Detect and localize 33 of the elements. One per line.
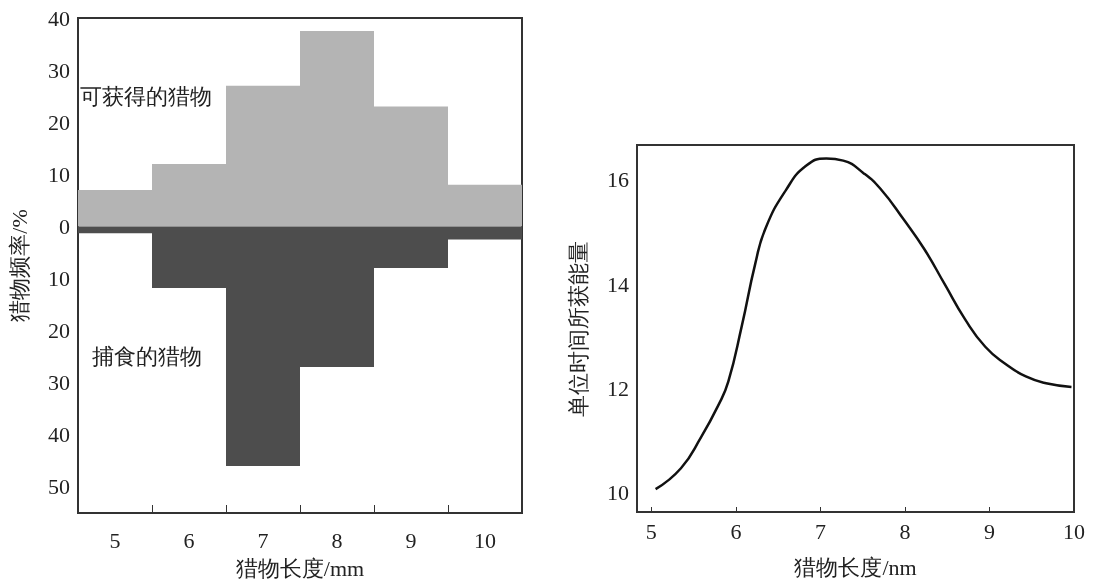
x-axis-title: 猎物长度/mm (235, 555, 365, 581)
series-label: 可获得的猎物 (80, 83, 212, 109)
y-tick-label: 30 (48, 370, 70, 396)
y-axis-title: 单位时间所获能量 (565, 240, 591, 417)
x-axis-title: 猎物长度/nm (794, 554, 917, 580)
y-axis-title: 猎物频率/% (6, 209, 32, 322)
y-tick-label: 40 (48, 422, 70, 448)
x-tick-label: 6 (183, 527, 195, 553)
x-tick-label: 10 (1063, 518, 1085, 544)
y-tick-label: 20 (48, 318, 70, 344)
y-tick-label: 50 (48, 474, 70, 500)
y-tick-label: 10 (607, 480, 629, 506)
x-tick-label: 7 (814, 518, 826, 544)
y-tick-label: 10 (48, 161, 70, 187)
line-series (654, 157, 1073, 491)
y-tick-label: 12 (607, 375, 629, 401)
series-label: 捕食的猎物 (92, 344, 202, 370)
y-tick-label: 14 (607, 271, 629, 297)
y-tick-label: 30 (48, 57, 70, 83)
y-tick-label: 40 (48, 5, 70, 31)
y-tick-label: 0 (59, 213, 70, 239)
x-tick-label: 5 (109, 527, 121, 553)
x-tick-label: 10 (474, 527, 496, 553)
x-tick-label: 8 (899, 518, 911, 544)
x-tick-label: 8 (331, 527, 343, 553)
x-tick-label: 5 (645, 518, 657, 544)
x-tick-label: 7 (257, 527, 269, 553)
y-tick-label: 10 (48, 266, 70, 292)
y-tick-label: 20 (48, 109, 70, 135)
x-tick-label: 9 (405, 527, 417, 553)
x-tick-label: 6 (730, 518, 742, 544)
x-tick-label: 9 (983, 518, 995, 544)
y-tick-label: 16 (607, 167, 629, 193)
